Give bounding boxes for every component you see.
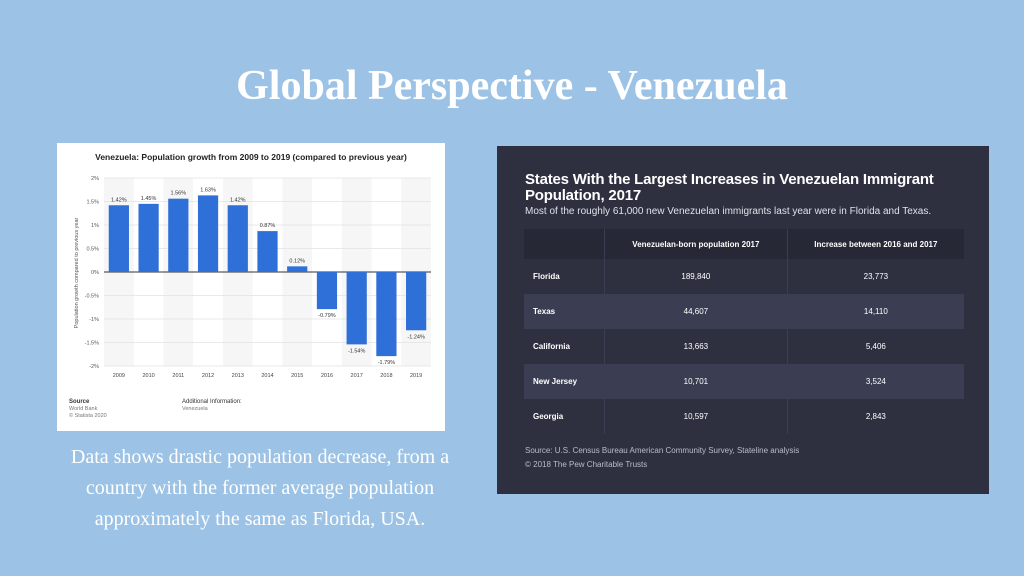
y-tick-label: -2% bbox=[89, 364, 99, 370]
bar-2013 bbox=[227, 205, 248, 272]
table-row: Florida 189,840 23,773 bbox=[524, 259, 964, 294]
table-copyright: © 2018 The Pew Charitable Trusts bbox=[525, 460, 648, 469]
bar-value-label: -0.79% bbox=[318, 313, 336, 319]
x-tick-label: 2010 bbox=[142, 373, 154, 379]
population-cell: 189,840 bbox=[604, 259, 788, 294]
immigrant-table-card: States With the Largest Increases in Ven… bbox=[497, 146, 989, 494]
bar-2012 bbox=[197, 195, 219, 272]
population-cell: 44,607 bbox=[604, 294, 788, 329]
table-source: Source: U.S. Census Bureau American Comm… bbox=[525, 446, 800, 455]
slide-caption: Data shows drastic population decrease, … bbox=[70, 446, 450, 530]
chart-canvas: Venezuela: Population growth from 2009 t… bbox=[69, 152, 431, 419]
x-tick-label: 2015 bbox=[291, 373, 303, 379]
y-tick-label: -1.5% bbox=[85, 341, 99, 347]
table-header-row: Venezuelan-born population 2017 Increase… bbox=[524, 229, 964, 259]
x-tick-label: 2019 bbox=[410, 373, 422, 379]
x-tick-label: 2012 bbox=[202, 373, 214, 379]
bar-2015 bbox=[287, 266, 308, 272]
y-tick-label: -1% bbox=[89, 317, 99, 323]
bar-value-label: -1.54% bbox=[348, 348, 366, 354]
population-cell: 13,663 bbox=[604, 329, 788, 364]
x-tick-label: 2016 bbox=[321, 373, 333, 379]
source-label: Source bbox=[69, 399, 90, 405]
bar-value-label: 1.45% bbox=[141, 196, 157, 202]
y-tick-label: 2% bbox=[91, 176, 99, 182]
x-tick-label: 2014 bbox=[261, 373, 273, 379]
bar-2009 bbox=[108, 205, 129, 272]
increase-cell: 5,406 bbox=[787, 329, 964, 364]
header-population: Venezuelan-born population 2017 bbox=[604, 229, 788, 259]
y-tick-label: 1.5% bbox=[86, 200, 99, 206]
bar-value-label: -1.79% bbox=[378, 360, 396, 366]
immigrant-table: Venezuelan-born population 2017 Increase… bbox=[524, 229, 964, 434]
bar-value-label: 1.56% bbox=[171, 191, 187, 197]
source-line-1: World Bank bbox=[69, 406, 98, 412]
chart-labels: 2% 1.5% 1% 0.5% 0% -0.5% -1% -1.5% -2% 1.42% 2009 1… bbox=[85, 176, 425, 379]
y-tick-label: 1% bbox=[91, 223, 99, 229]
additional-info-label: Additional Information: bbox=[182, 399, 242, 405]
bar-2011 bbox=[168, 198, 189, 272]
table-row: New Jersey 10,701 3,524 bbox=[524, 364, 964, 399]
slide-title: Global Perspective - Venezuela bbox=[236, 63, 788, 109]
bar-2014 bbox=[257, 231, 278, 272]
chart-title: Venezuela: Population growth from 2009 t… bbox=[95, 152, 407, 162]
y-axis-label: Population growth compared to previous y… bbox=[74, 218, 80, 329]
increase-cell: 14,110 bbox=[787, 294, 964, 329]
population-cell: 10,597 bbox=[604, 399, 788, 434]
bar-value-label: 1.63% bbox=[200, 187, 216, 193]
header-increase: Increase between 2016 and 2017 bbox=[787, 229, 964, 259]
x-tick-label: 2011 bbox=[172, 373, 184, 379]
table-subtitle: Most of the roughly 61,000 new Venezuela… bbox=[525, 206, 932, 217]
table-row: California 13,663 5,406 bbox=[524, 329, 964, 364]
additional-info-value: Venezuela bbox=[182, 406, 209, 412]
table-row: Texas 44,607 14,110 bbox=[524, 294, 964, 329]
x-tick-label: 2013 bbox=[232, 373, 244, 379]
bar-value-label: 0.12% bbox=[289, 258, 305, 264]
bar-value-label: -1.24% bbox=[407, 334, 425, 340]
bar-value-label: 0.87% bbox=[260, 223, 276, 229]
x-tick-label: 2018 bbox=[380, 373, 392, 379]
bar-2016 bbox=[316, 272, 338, 310]
x-tick-label: 2017 bbox=[351, 373, 363, 379]
increase-cell: 3,524 bbox=[787, 364, 964, 399]
bar-2010 bbox=[138, 203, 159, 272]
header-state bbox=[524, 229, 605, 259]
bar-value-label: 1.42% bbox=[230, 197, 246, 203]
bar-2018 bbox=[376, 272, 397, 357]
x-tick-label: 2009 bbox=[113, 373, 125, 379]
state-cell: California bbox=[524, 329, 605, 364]
state-cell: Florida bbox=[524, 259, 605, 294]
population-cell: 10,701 bbox=[604, 364, 788, 399]
chart-bars bbox=[108, 195, 427, 357]
state-cell: Georgia bbox=[524, 399, 605, 434]
source-line-2: © Statista 2020 bbox=[69, 412, 107, 419]
y-tick-label: 0.5% bbox=[86, 247, 99, 253]
y-tick-label: 0% bbox=[91, 270, 99, 276]
bar-value-label: 1.42% bbox=[111, 197, 127, 203]
table-row: Georgia 10,597 2,843 bbox=[524, 399, 964, 434]
bar-2019 bbox=[406, 272, 427, 331]
increase-cell: 23,773 bbox=[787, 259, 964, 294]
state-cell: New Jersey bbox=[524, 364, 605, 399]
population-growth-chart: Venezuela: Population growth from 2009 t… bbox=[57, 143, 445, 431]
increase-cell: 2,843 bbox=[787, 399, 964, 434]
table-title: States With the Largest Increases in Ven… bbox=[525, 171, 934, 204]
y-tick-label: -0.5% bbox=[85, 294, 99, 300]
state-cell: Texas bbox=[524, 294, 605, 329]
bar-2017 bbox=[346, 272, 367, 345]
